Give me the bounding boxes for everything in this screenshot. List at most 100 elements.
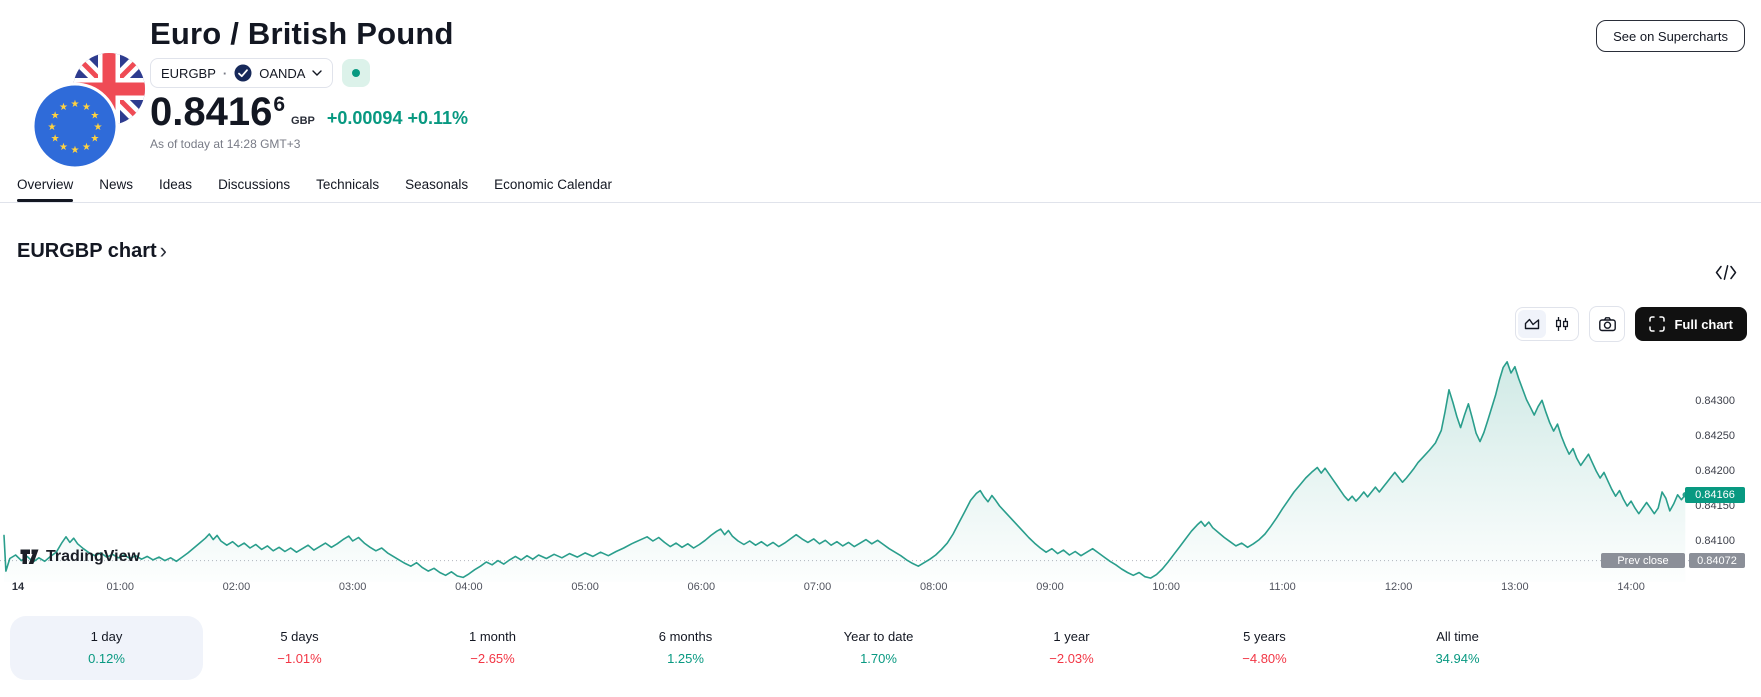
x-axis-label: 05:00 <box>571 581 599 593</box>
period-label: 1 month <box>469 629 516 644</box>
period-button-all-time[interactable]: All time 34.94% <box>1361 616 1554 680</box>
svg-text:★: ★ <box>51 134 60 145</box>
eu-flag-icon: ★ ★★ ★★★ ★★★ ★★★ <box>31 82 119 170</box>
svg-text:★: ★ <box>94 122 103 133</box>
period-button-5-days[interactable]: 5 days −1.01% <box>203 616 396 680</box>
period-buttons: 1 day 0.12% 5 days −1.01% 1 month −2.65% 6 mon… <box>10 616 1555 680</box>
x-axis-label: 14 <box>11 581 25 593</box>
period-label: Year to date <box>843 629 914 644</box>
prev-close-value: 0.84072 <box>1689 553 1745 569</box>
symbol-logo: ★ ★★ ★★★ ★★★ ★★★ <box>31 53 145 170</box>
prev-close-label: Prev close <box>1601 553 1685 569</box>
chart-style-toggle <box>1515 307 1580 341</box>
svg-text:★: ★ <box>82 142 91 153</box>
x-axis-label: 02:00 <box>222 581 251 593</box>
period-button-1-day[interactable]: 1 day 0.12% <box>10 616 203 680</box>
svg-text:★: ★ <box>59 142 68 153</box>
x-axis-label: 01:00 <box>106 581 134 593</box>
x-axis-label: 14:00 <box>1617 581 1645 593</box>
tab-seasonals[interactable]: Seasonals <box>405 177 469 192</box>
period-change-value: −1.01% <box>277 651 322 666</box>
x-axis-label: 04:00 <box>455 581 483 593</box>
tab-overview[interactable]: Overview <box>17 177 74 202</box>
tradingview-logo-text: TradingView <box>46 548 140 565</box>
area-chart-icon <box>1525 318 1540 330</box>
x-axis-label: 07:00 <box>803 581 832 593</box>
y-axis-label: 0.84100 <box>1695 534 1735 547</box>
tab-economic-calendar[interactable]: Economic Calendar <box>494 177 612 192</box>
period-label: 5 years <box>1243 629 1286 644</box>
svg-text:★: ★ <box>71 99 80 110</box>
x-axis-label: 09:00 <box>1036 581 1064 593</box>
symbol-label: EURGBP <box>161 65 216 81</box>
price-line <box>3 361 1687 579</box>
tab-news[interactable]: News <box>99 177 134 192</box>
period-button-year-to-date[interactable]: Year to date 1.70% <box>782 616 975 680</box>
chart-section-title-text: EURGBP chart <box>17 240 157 262</box>
price-value: 0.8416 <box>150 90 273 134</box>
code-icon <box>1715 265 1737 280</box>
y-axis-label: 0.84200 <box>1695 464 1735 477</box>
period-label: 6 months <box>658 629 713 644</box>
period-change-value: −4.80% <box>1242 651 1287 666</box>
exchange-label: OANDA <box>259 65 306 81</box>
snapshot-button[interactable] <box>1589 306 1626 342</box>
period-label: 5 days <box>280 629 319 644</box>
market-open-dot-icon <box>352 69 361 77</box>
full-chart-button[interactable]: Full chart <box>1635 307 1747 341</box>
tabs: Overview News Ideas Discussions Technicals Se… <box>0 177 1761 203</box>
period-label: 1 year <box>1053 629 1090 644</box>
x-axis-label: 06:00 <box>687 581 716 593</box>
tradingview-logo[interactable]: TradingView <box>20 548 140 566</box>
chart-style-area-button[interactable] <box>1518 310 1547 338</box>
tradingview-mark-icon <box>20 549 39 564</box>
period-change-value: 1.25% <box>667 651 704 666</box>
period-change-value: 1.70% <box>860 651 897 666</box>
svg-text:★: ★ <box>82 102 91 113</box>
x-axis-label: 08:00 <box>919 581 948 593</box>
embed-code-button[interactable] <box>1715 265 1737 285</box>
supercharts-button[interactable]: See on Supercharts <box>1596 20 1745 52</box>
price-extra-digit: 6 <box>273 93 286 116</box>
period-change-value: −2.03% <box>1049 651 1094 666</box>
dot-separator: · <box>222 65 228 81</box>
camera-icon <box>1599 317 1616 332</box>
period-change-value: −2.65% <box>470 651 515 666</box>
tab-technicals[interactable]: Technicals <box>316 177 380 192</box>
chevron-down-icon <box>312 70 323 76</box>
current-price-label: 0.84166 <box>1685 486 1745 503</box>
tab-ideas[interactable]: Ideas <box>159 177 193 192</box>
price-currency: GBP <box>291 115 315 127</box>
svg-text:★: ★ <box>59 102 68 113</box>
period-label: 1 day <box>90 629 123 644</box>
chart-section-title[interactable]: EURGBP chart › <box>17 237 167 263</box>
tab-discussions[interactable]: Discussions <box>218 177 291 192</box>
period-change-value: 0.12% <box>88 651 125 666</box>
page-title: Euro / British Pound <box>150 16 454 51</box>
market-status-badge <box>342 59 371 87</box>
y-axis-label: 0.84300 <box>1695 394 1735 407</box>
svg-text:★: ★ <box>51 111 60 122</box>
y-axis-label: 0.84250 <box>1695 429 1735 442</box>
period-button-6-months[interactable]: 6 months 1.25% <box>589 616 782 680</box>
x-axis-label: 12:00 <box>1384 581 1413 593</box>
period-button-1-month[interactable]: 1 month −2.65% <box>396 616 589 680</box>
symbol-exchange-pill[interactable]: EURGBP · OANDA <box>150 58 334 88</box>
chevron-right-icon: › <box>159 238 167 263</box>
oanda-icon <box>234 64 252 82</box>
candles-icon <box>1556 317 1569 331</box>
fullscreen-icon <box>1649 316 1666 332</box>
x-axis-label: 10:00 <box>1152 581 1180 593</box>
period-label: All time <box>1436 629 1479 644</box>
chart-plot-area[interactable]: TradingView <box>0 330 1700 582</box>
chart-style-candles-button[interactable] <box>1548 310 1576 338</box>
price-block: 0.8416 6 GBP +0.00094 +0.11% <box>150 92 468 132</box>
x-axis-label: 03:00 <box>338 581 367 593</box>
price-change: +0.00094 +0.11% <box>326 108 469 128</box>
price-area-fill <box>4 361 1686 582</box>
period-button-1-year[interactable]: 1 year −2.03% <box>975 616 1168 680</box>
period-button-5-years[interactable]: 5 years −4.80% <box>1168 616 1361 680</box>
price-timestamp: As of today at 14:28 GMT+3 <box>150 137 301 151</box>
full-chart-label: Full chart <box>1674 316 1733 332</box>
